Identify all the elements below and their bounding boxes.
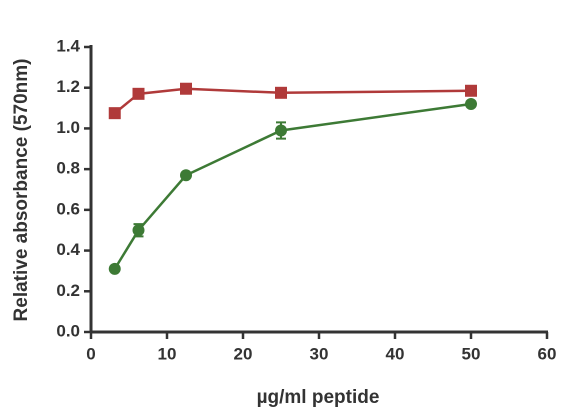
x-tick-label: 60 <box>538 344 557 363</box>
x-tick-label: 0 <box>86 344 95 363</box>
y-axis-label: Relative absorbance (570nm) <box>11 59 32 322</box>
series-line <box>113 102 472 270</box>
y-tick-label: 0.2 <box>56 281 80 300</box>
marker <box>108 262 121 275</box>
marker <box>275 124 287 137</box>
x-tick-label: 20 <box>234 344 253 363</box>
y-tick-label: 1.0 <box>56 118 80 137</box>
marker <box>180 82 192 95</box>
marker <box>465 84 477 97</box>
y-tick-label: 0.6 <box>56 199 80 218</box>
y-tick-label: 0.4 <box>56 240 80 259</box>
y-tick-label: 1.4 <box>56 36 80 55</box>
marker <box>465 98 477 110</box>
marker <box>132 87 145 100</box>
marker <box>132 224 145 237</box>
marker <box>180 169 192 182</box>
marker <box>108 107 121 120</box>
marker <box>275 86 287 99</box>
x-tick-label: 50 <box>462 344 481 363</box>
x-tick-label: 40 <box>386 344 405 363</box>
x-tick-label: 10 <box>158 344 177 363</box>
series-line <box>113 87 472 115</box>
x-tick-label: 30 <box>310 344 329 363</box>
x-axis-label: µg/ml peptide <box>257 387 380 408</box>
y-tick-label: 1.2 <box>56 77 80 96</box>
y-tick-label: 0.0 <box>56 321 80 340</box>
y-tick-label: 0.8 <box>56 159 80 178</box>
